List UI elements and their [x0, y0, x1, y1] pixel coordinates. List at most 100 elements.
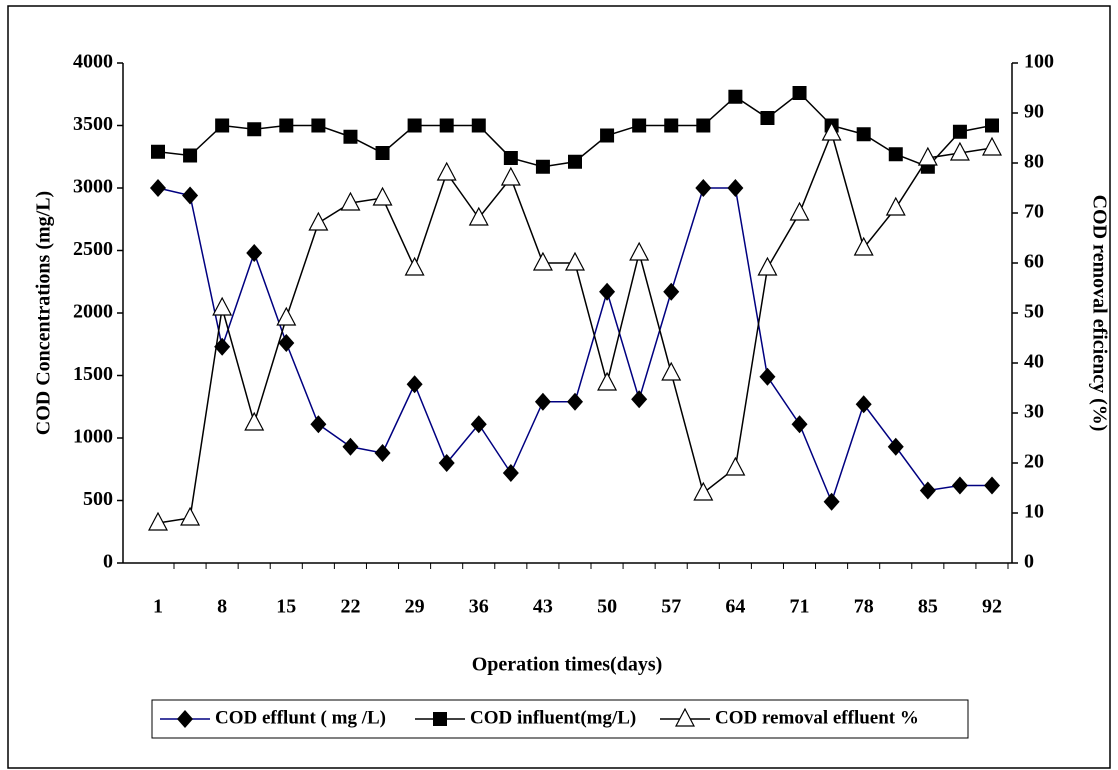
diamond-marker — [695, 179, 712, 197]
diamond-marker — [502, 464, 519, 482]
legend-marker — [177, 710, 193, 728]
square-marker — [503, 151, 518, 165]
diamond-marker — [759, 367, 776, 386]
y-axis-label: COD Concentrations (mg/L) — [33, 191, 55, 435]
triangle-marker — [661, 361, 682, 381]
y2-tick-label: 30 — [1024, 401, 1044, 423]
y-tick-label: 3000 — [73, 176, 113, 198]
y2-tick-label: 20 — [1024, 451, 1044, 473]
square-marker — [151, 144, 165, 159]
diamond-marker — [919, 481, 936, 500]
y-tick-label: 4000 — [73, 51, 113, 73]
diamond-marker — [984, 476, 1000, 495]
square-marker — [696, 118, 711, 133]
triangle-marker — [853, 236, 874, 256]
triangle-marker — [917, 146, 938, 166]
square-marker — [279, 118, 294, 133]
diamond-marker — [214, 337, 231, 356]
square-marker — [535, 159, 550, 174]
square-marker — [728, 89, 743, 104]
y2-tick-label: 40 — [1024, 351, 1044, 373]
square-marker — [888, 147, 903, 162]
triangle-marker — [565, 251, 585, 271]
y2-tick-label: 60 — [1024, 251, 1044, 273]
triangle-marker — [500, 166, 521, 186]
diamond-marker — [791, 415, 808, 434]
square-marker — [568, 154, 582, 169]
triangle-marker — [982, 136, 1002, 156]
legend-marker — [433, 712, 447, 726]
square-marker — [311, 118, 326, 133]
legend-marker — [675, 707, 695, 727]
square-marker — [375, 146, 390, 160]
square-marker — [985, 118, 999, 133]
square-marker — [632, 118, 647, 133]
triangle-marker — [244, 411, 265, 431]
square-marker — [183, 148, 198, 163]
triangle-marker — [885, 196, 906, 216]
diamond-marker — [470, 415, 487, 434]
legend-label: COD efflunt ( mg /L) — [215, 707, 386, 728]
x-tick-label: 1 — [153, 596, 163, 618]
diamond-marker — [310, 415, 327, 434]
square-marker — [247, 122, 262, 137]
triangle-marker — [404, 256, 425, 276]
triangle-marker — [148, 511, 168, 531]
diamond-marker — [438, 454, 455, 472]
triangle-marker — [372, 186, 393, 206]
legend-label: COD influent(mg/L) — [470, 707, 636, 728]
square-marker — [664, 118, 679, 133]
x-tick-label: 22 — [340, 596, 360, 618]
triangle-marker — [821, 121, 842, 141]
diamond-marker — [599, 282, 616, 301]
legend-box — [151, 699, 969, 739]
x-tick-label: 43 — [533, 596, 553, 618]
x-tick-label: 15 — [276, 596, 296, 618]
square-marker — [856, 127, 871, 142]
diamond-marker — [534, 392, 551, 411]
diamond-marker — [182, 186, 199, 205]
y2-tick-label: 90 — [1024, 101, 1044, 123]
triangle-marker — [757, 256, 778, 276]
diamond-marker — [823, 492, 840, 511]
y-tick-label: 1000 — [73, 426, 113, 448]
chart-border — [7, 5, 1111, 769]
legend-label: COD removal effluent % — [715, 707, 919, 728]
square-marker — [343, 129, 358, 144]
diamond-marker — [246, 244, 263, 262]
y-tick-label: 0 — [103, 551, 113, 573]
triangle-marker — [629, 241, 650, 261]
triangle-marker — [725, 456, 746, 476]
diamond-marker — [278, 334, 295, 352]
x-tick-label: 78 — [854, 596, 874, 618]
x-tick-label: 8 — [217, 596, 227, 618]
triangle-marker — [468, 206, 489, 226]
triangle-marker — [949, 141, 970, 161]
square-marker — [792, 86, 807, 100]
triangle-marker — [789, 201, 810, 221]
x-tick-label: 50 — [597, 596, 617, 618]
y2-axis-label: COD removal eficiency (%) — [1088, 195, 1110, 432]
diamond-marker — [727, 179, 744, 197]
diamond-marker — [374, 444, 391, 462]
triangle-marker — [436, 161, 457, 181]
triangle-marker — [308, 211, 329, 231]
x-tick-label: 71 — [790, 596, 810, 618]
diamond-marker — [342, 437, 359, 456]
y2-tick-label: 70 — [1024, 201, 1044, 223]
series-line — [157, 130, 993, 524]
y2-tick-label: 10 — [1024, 501, 1044, 523]
x-tick-label: 64 — [725, 596, 745, 618]
square-marker — [471, 118, 486, 133]
y2-tick-label: 0 — [1024, 551, 1034, 573]
x-tick-label: 85 — [918, 596, 938, 618]
diamond-marker — [150, 179, 166, 197]
triangle-marker — [340, 191, 361, 211]
diamond-marker — [567, 392, 583, 411]
square-marker — [600, 128, 615, 143]
y2-tick-label: 80 — [1024, 151, 1044, 173]
triangle-marker — [180, 506, 201, 526]
diamond-marker — [631, 390, 648, 409]
triangle-marker — [597, 371, 618, 391]
